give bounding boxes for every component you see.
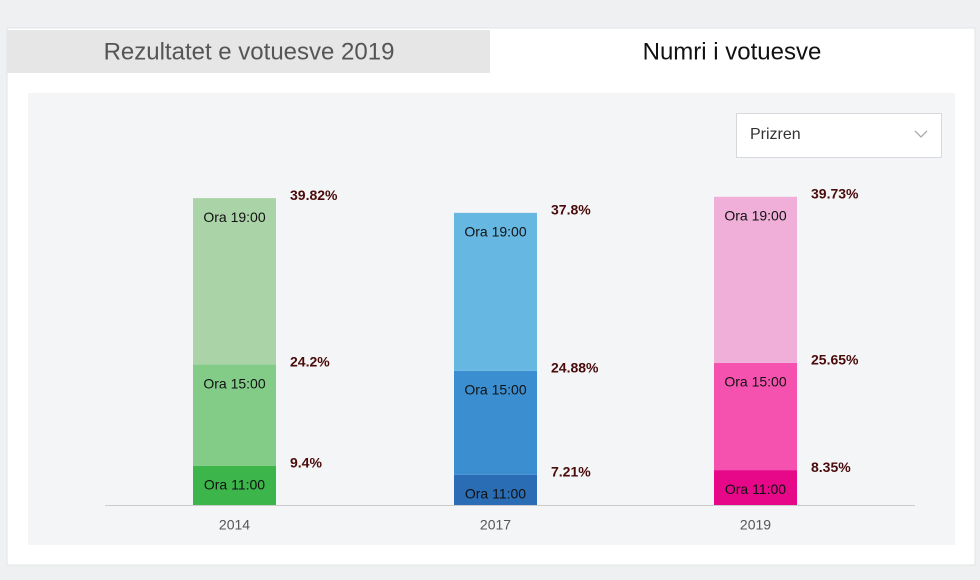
segment-label: Ora 11:00: [204, 476, 265, 492]
value-label: 8.35%: [811, 459, 851, 475]
segment-label: Ora 11:00: [725, 481, 786, 497]
value-label: 9.4%: [290, 454, 322, 470]
tab-inactive[interactable]: [7, 30, 490, 73]
segment-label: Ora 15:00: [203, 375, 265, 391]
dropdown-value[interactable]: Prizren: [750, 126, 801, 143]
chevron[interactable]: [914, 130, 928, 138]
segment-label: Ora 11:00: [465, 486, 526, 502]
dropdown[interactable]: [736, 113, 942, 158]
segment-label: Ora 19:00: [464, 224, 526, 240]
x-tick-label: 2014: [219, 517, 250, 533]
bar-segment: [714, 470, 797, 505]
segment-label: Ora 15:00: [724, 374, 786, 390]
value-label: 37.8%: [551, 202, 591, 218]
segment-label: Ora 15:00: [464, 382, 526, 398]
bar-segment: [193, 465, 276, 505]
tab-label[interactable]: Rezultatet e votuesve 2019: [104, 38, 395, 65]
x-tick-label: 2017: [480, 517, 511, 533]
value-label: 39.82%: [290, 187, 338, 203]
value-label: 7.21%: [551, 464, 591, 480]
bar-segment: [454, 370, 537, 475]
value-label: 24.2%: [290, 353, 330, 369]
x-tick-label: 2019: [740, 517, 771, 533]
value-label: 24.88%: [551, 360, 599, 376]
tab-label[interactable]: Numri i votuesve: [643, 38, 822, 65]
bar-segment: [714, 196, 797, 363]
value-label: 39.73%: [811, 186, 859, 202]
bar-segment: [454, 474, 537, 505]
segment-label: Ora 19:00: [724, 208, 786, 224]
bar-segment: [193, 198, 276, 365]
bar-segment: [454, 212, 537, 371]
bar-segment: [714, 362, 797, 471]
bar-segment: [193, 364, 276, 466]
segment-label: Ora 19:00: [203, 209, 265, 225]
value-label: 25.65%: [811, 352, 859, 368]
